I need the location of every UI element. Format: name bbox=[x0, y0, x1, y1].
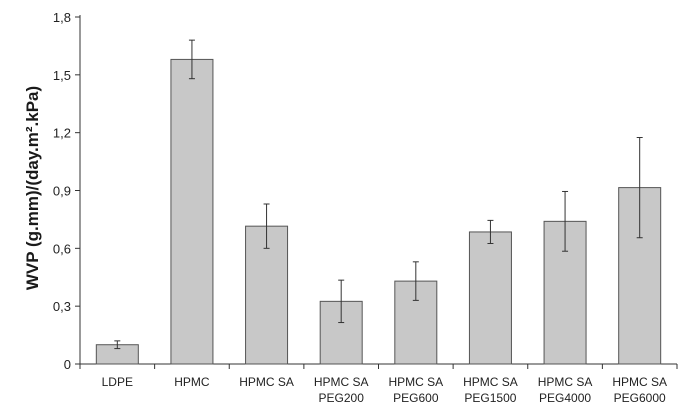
y-tick-label: 1,5 bbox=[53, 68, 71, 83]
x-category-label: HPMC SA bbox=[463, 375, 518, 389]
error-bars-group bbox=[114, 39, 643, 350]
x-category-labels: LDPE HPMC HPMC SA HPMC SA PEG200 HPMC SA PEG60… bbox=[102, 375, 667, 405]
x-category-label: HPMC SA bbox=[388, 375, 443, 389]
axes bbox=[75, 15, 678, 369]
y-tick-label: 0,6 bbox=[53, 241, 71, 256]
y-tick-label: 0 bbox=[64, 357, 71, 372]
bars-group bbox=[95, 58, 662, 365]
y-axis-label: WVP (g.mm)/(day.m².kPa) bbox=[23, 86, 42, 290]
bar bbox=[170, 58, 214, 365]
x-category-label: HPMC bbox=[174, 375, 210, 389]
y-tick-labels: 0 0,3 0,6 0,9 1,2 1,5 1,8 bbox=[53, 10, 71, 372]
x-category-label: PEG1500 bbox=[464, 391, 516, 405]
x-category-label: HPMC SA bbox=[239, 375, 294, 389]
x-category-label: PEG200 bbox=[319, 391, 365, 405]
x-category-label: PEG6000 bbox=[614, 391, 666, 405]
y-tick-label: 0,3 bbox=[53, 299, 71, 314]
x-category-label: HPMC SA bbox=[314, 375, 369, 389]
x-category-label: PEG600 bbox=[393, 391, 439, 405]
y-tick-label: 1,8 bbox=[53, 10, 71, 25]
x-category-label: HPMC SA bbox=[612, 375, 667, 389]
x-category-label: PEG4000 bbox=[539, 391, 591, 405]
x-category-label: LDPE bbox=[102, 375, 133, 389]
y-tick-label: 1,2 bbox=[53, 126, 71, 141]
x-category-label: HPMC SA bbox=[538, 375, 593, 389]
y-tick-label: 0,9 bbox=[53, 184, 71, 199]
bar bbox=[245, 225, 289, 365]
bar bbox=[468, 231, 512, 365]
